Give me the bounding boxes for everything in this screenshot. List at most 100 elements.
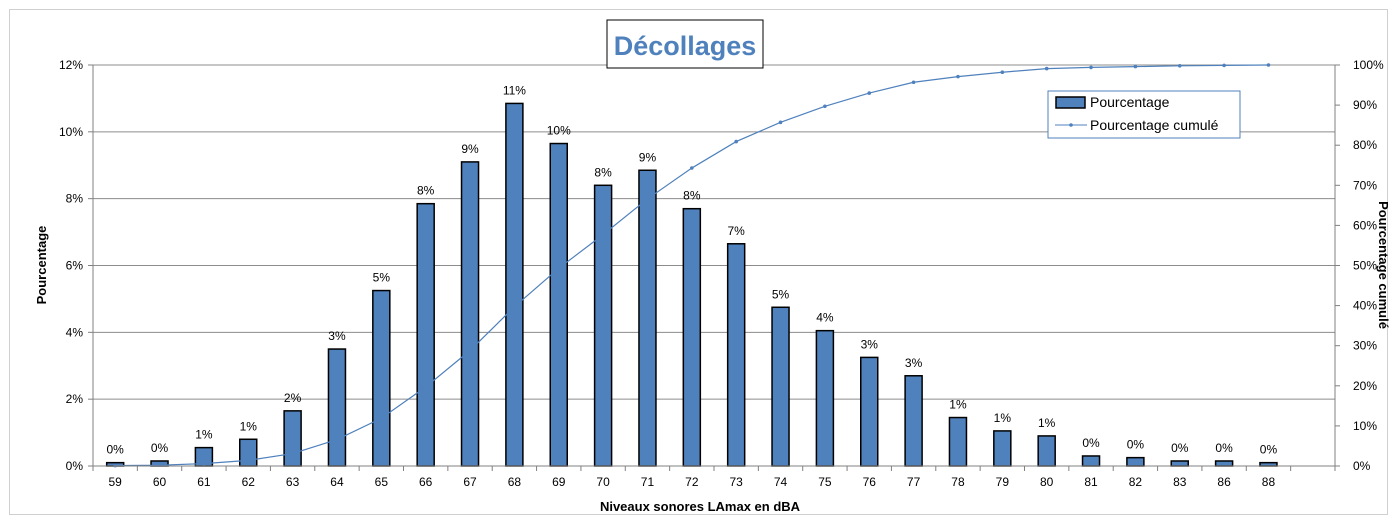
y2-tick-label: 90%	[1353, 98, 1377, 112]
x-tick-label: 77	[907, 475, 921, 489]
x-tick-label: 80	[1040, 475, 1054, 489]
bar-data-label: 1%	[1038, 416, 1056, 430]
x-tick-label: 63	[286, 475, 300, 489]
x-tick-label: 73	[729, 475, 743, 489]
x-tick-label: 67	[463, 475, 477, 489]
x-tick-label: 69	[552, 475, 566, 489]
y2-tick-label: 60%	[1353, 218, 1377, 232]
cumulative-point	[734, 139, 738, 144]
y2-tick-label: 80%	[1353, 138, 1377, 152]
bar	[372, 289, 391, 467]
y2-tick-label: 40%	[1353, 299, 1377, 313]
y2-tick-label: 70%	[1353, 178, 1377, 192]
bar	[726, 243, 746, 467]
bar-series	[105, 102, 1278, 467]
bar	[416, 202, 435, 467]
bar-data-label: 3%	[328, 329, 346, 343]
y-tick-label: 10%	[59, 125, 83, 139]
chart-title-box	[606, 19, 764, 69]
x-tick-label: 61	[197, 475, 211, 489]
cumulative-point	[1000, 70, 1005, 75]
bar-data-label: 5%	[772, 287, 790, 301]
y2-axis-title: Pourcentage cumulé	[1376, 201, 1391, 329]
y-tick-label: 0%	[66, 459, 84, 473]
y2-tick-label: 100%	[1353, 58, 1384, 72]
legend-label-bar: Pourcentage	[1090, 94, 1170, 110]
bar	[682, 207, 702, 467]
legend: Pourcentage Pourcentage cumulé	[1047, 90, 1241, 139]
bar	[1081, 455, 1101, 467]
x-tick-label: 66	[419, 475, 433, 489]
x-tick-label: 82	[1129, 475, 1143, 489]
x-tick-label: 62	[242, 475, 256, 489]
cumulative-point	[823, 104, 827, 109]
bar	[638, 169, 657, 467]
bar	[860, 356, 879, 467]
y-tick-label: 4%	[66, 325, 84, 339]
cumulative-point	[911, 80, 916, 85]
bar-data-label: 8%	[417, 184, 435, 198]
cumulative-point	[1177, 64, 1182, 68]
cumulative-point	[1089, 65, 1093, 70]
x-tick-label: 83	[1173, 475, 1187, 489]
cumulative-point	[645, 197, 650, 201]
x-tick-label: 65	[375, 475, 389, 489]
bar	[1037, 435, 1056, 467]
x-tick-label: 70	[596, 475, 610, 489]
cumulative-point	[1133, 64, 1138, 69]
bar	[283, 410, 302, 467]
cumulative-point	[335, 437, 339, 442]
cumulative-point	[556, 266, 561, 271]
bar-data-label: 0%	[1215, 441, 1233, 455]
bar-data-label: 5%	[373, 271, 391, 285]
x-tick-label: 68	[508, 475, 522, 489]
bar-data-label: 0%	[1171, 441, 1189, 455]
x-axis-title: Niveaux sonores LAmax en dBA	[600, 499, 801, 514]
cumulative-point	[956, 74, 960, 79]
cumulative-point	[690, 166, 694, 170]
bar-data-label: 7%	[728, 224, 746, 238]
data-labels: 0% 0% 1% 1% 2% 3% 5% 8% 9% 11% 10% 8% 9% 8% 7% 5% 4% 3% 3%…	[107, 83, 1278, 456]
legend-label-line: Pourcentage cumulé	[1090, 117, 1219, 133]
bar-data-label: 8%	[683, 189, 701, 203]
bar	[1170, 460, 1189, 467]
y-tick-label: 8%	[66, 192, 84, 206]
bar-data-label: 4%	[816, 311, 834, 325]
cumulative-point	[1266, 63, 1271, 67]
x-tick-label: 74	[774, 475, 788, 489]
cumulative-point	[246, 458, 251, 463]
x-tick-label: 60	[153, 475, 167, 489]
x-tick-label: 75	[818, 475, 832, 489]
bar-data-label: 0%	[1082, 436, 1100, 450]
y2-tick-label: 10%	[1353, 419, 1377, 433]
chart-title: Décollages	[614, 31, 757, 61]
bar-data-label: 10%	[547, 124, 571, 138]
cumulative-point	[867, 91, 872, 95]
bar	[771, 306, 790, 467]
bar	[549, 142, 568, 467]
cumulative-point	[202, 461, 206, 466]
bar-data-label: 9%	[639, 150, 657, 164]
cumulative-point	[379, 416, 384, 421]
bar-data-label: 0%	[1127, 438, 1145, 452]
cumulative-point	[423, 385, 428, 389]
bar-data-label: 1%	[949, 398, 967, 412]
bar	[1214, 460, 1234, 467]
y-tick-label: 6%	[66, 259, 84, 273]
x-tick-label: 64	[330, 475, 344, 489]
bar-data-label: 2%	[284, 391, 302, 405]
bar-data-label: 0%	[1260, 443, 1278, 457]
bar	[904, 375, 923, 467]
x-tick-label: 72	[685, 475, 699, 489]
y-tick-label: 12%	[59, 58, 83, 72]
cumulative-point	[290, 451, 295, 456]
bar	[815, 329, 835, 467]
cumulative-point	[601, 232, 605, 237]
cumulative-point	[468, 348, 472, 353]
bar-data-label: 1%	[195, 428, 213, 442]
cumulative-point	[1222, 63, 1226, 68]
bar-data-label: 8%	[594, 165, 612, 179]
axes: 0% 2% 4% 6% 8% 10% 12% 0% 10% 20% 30% 40% 50% 60% 70% 8…	[59, 58, 1384, 489]
bar-data-label: 3%	[905, 356, 923, 370]
x-tick-label: 88	[1262, 475, 1276, 489]
